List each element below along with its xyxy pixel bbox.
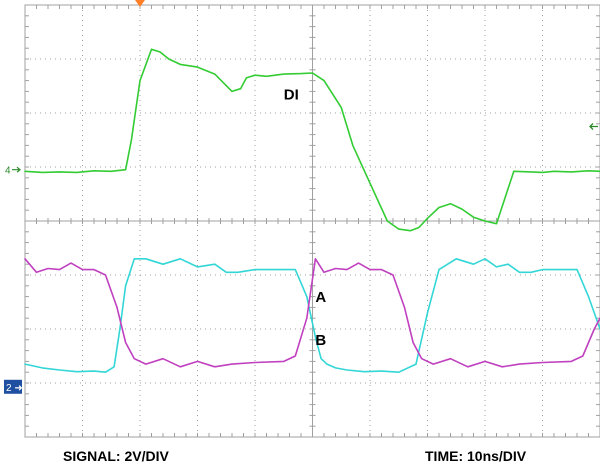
time-scale-label: TIME: 10ns/DIV bbox=[425, 448, 527, 464]
trigger-level-arrow-icon bbox=[589, 123, 598, 130]
trace-label-di: DI bbox=[284, 87, 299, 104]
channel-4-marker-arrow bbox=[12, 166, 21, 173]
trace-b bbox=[24, 257, 600, 368]
trigger-marker-icon bbox=[135, 0, 145, 7]
trace-di bbox=[24, 48, 600, 232]
channel-2-marker-text: 2 ➜ bbox=[6, 383, 23, 394]
channel-4-marker-text: 4 bbox=[5, 166, 11, 177]
channel-2-marker-box bbox=[4, 379, 22, 394]
signal-scale-label: SIGNAL: 2V/DIV bbox=[63, 448, 169, 464]
trace-labels: DI A B bbox=[284, 87, 327, 350]
channel-markers: 4 2 ➜ bbox=[4, 0, 598, 394]
trace-a bbox=[24, 257, 600, 374]
trace-label-b: B bbox=[315, 332, 326, 349]
graticule bbox=[24, 4, 600, 438]
traces bbox=[24, 48, 600, 374]
trace-label-a: A bbox=[315, 289, 326, 306]
